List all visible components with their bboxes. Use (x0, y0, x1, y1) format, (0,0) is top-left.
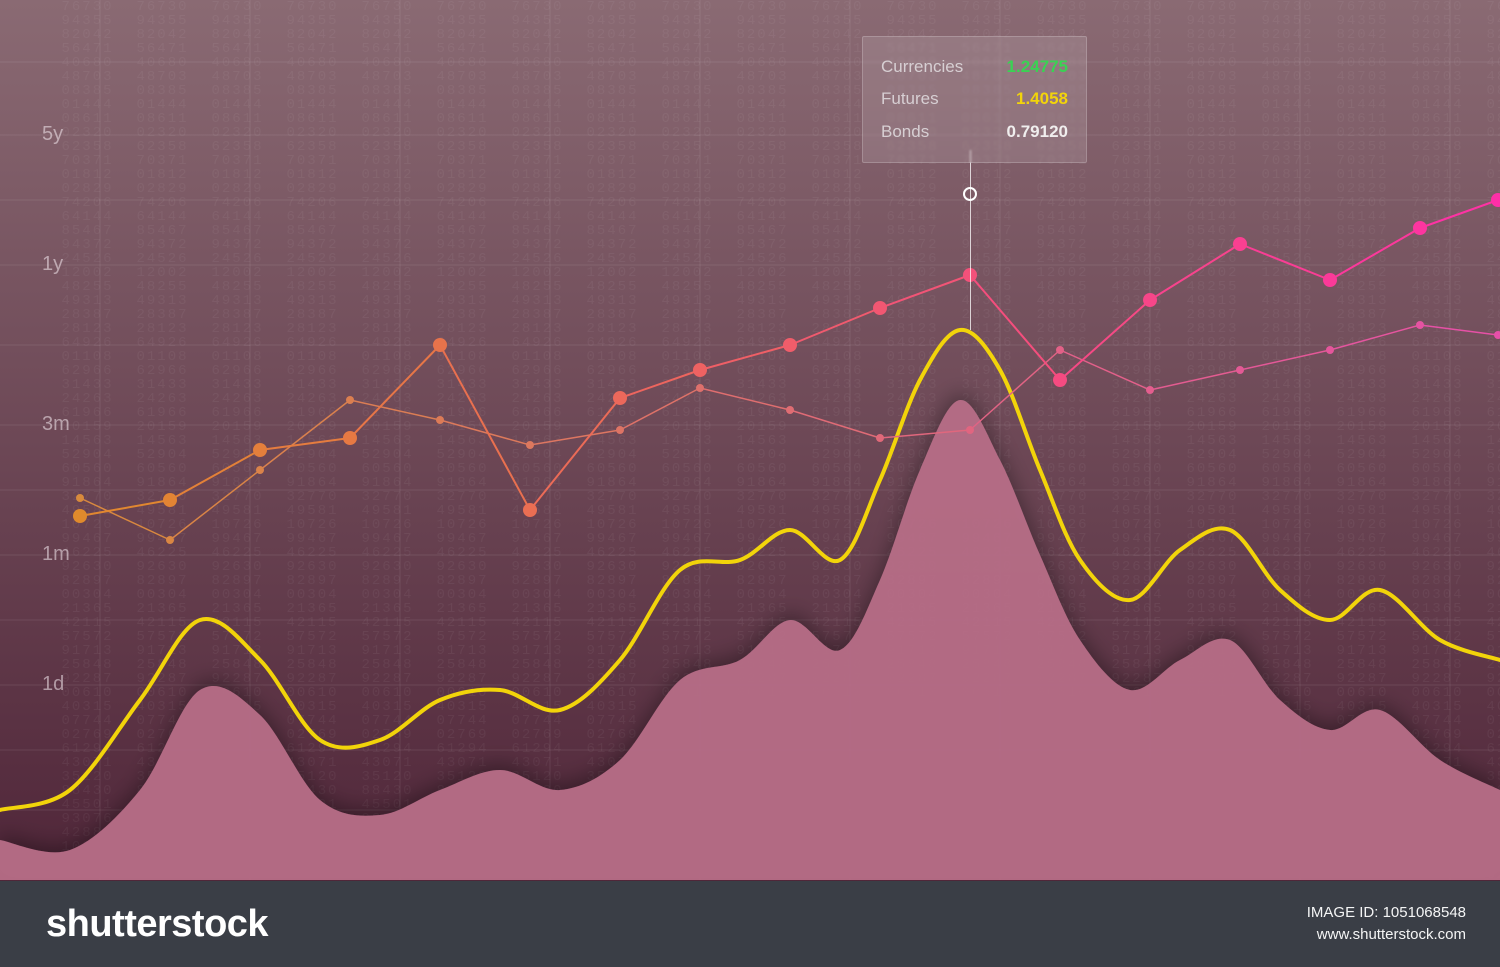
tooltip-value: 0.79120 (1007, 116, 1068, 148)
scatter-line-a (73, 193, 1500, 523)
tooltip-row: Currencies 1.24775 (881, 51, 1068, 83)
y-axis-label: 1m (42, 543, 70, 566)
tooltip-label: Currencies (881, 51, 963, 83)
tooltip-marker-line (970, 150, 971, 330)
tooltip-label: Bonds (881, 116, 929, 148)
tooltip-marker-ring (963, 187, 977, 201)
tooltip-label: Futures (881, 83, 939, 115)
y-axis-label: 5y (42, 123, 63, 146)
y-axis-label: 3m (42, 413, 70, 436)
tooltip-value: 1.24775 (1007, 51, 1068, 83)
tooltip-row: Futures 1.4058 (881, 83, 1068, 115)
tooltip-row: Bonds 0.79120 (881, 116, 1068, 148)
tooltip-value: 1.4058 (1016, 83, 1068, 115)
footer-image-id: IMAGE ID: 1051068548 (1307, 902, 1466, 925)
footer-meta: IMAGE ID: 1051068548 www.shutterstock.co… (1307, 902, 1466, 947)
price-tooltip: Currencies 1.24775 Futures 1.4058 Bonds 0.791… (862, 36, 1087, 163)
footer-site: www.shutterstock.com (1307, 924, 1466, 947)
scatter-line-b (76, 321, 1500, 544)
area-series (0, 400, 1500, 880)
footer-bar: shutterstock IMAGE ID: 1051068548 www.sh… (0, 881, 1500, 967)
financial-chart (0, 0, 1500, 880)
y-axis-label: 1d (42, 673, 64, 696)
footer-brand: shutterstock (46, 903, 268, 946)
y-axis-label: 1y (42, 253, 63, 276)
